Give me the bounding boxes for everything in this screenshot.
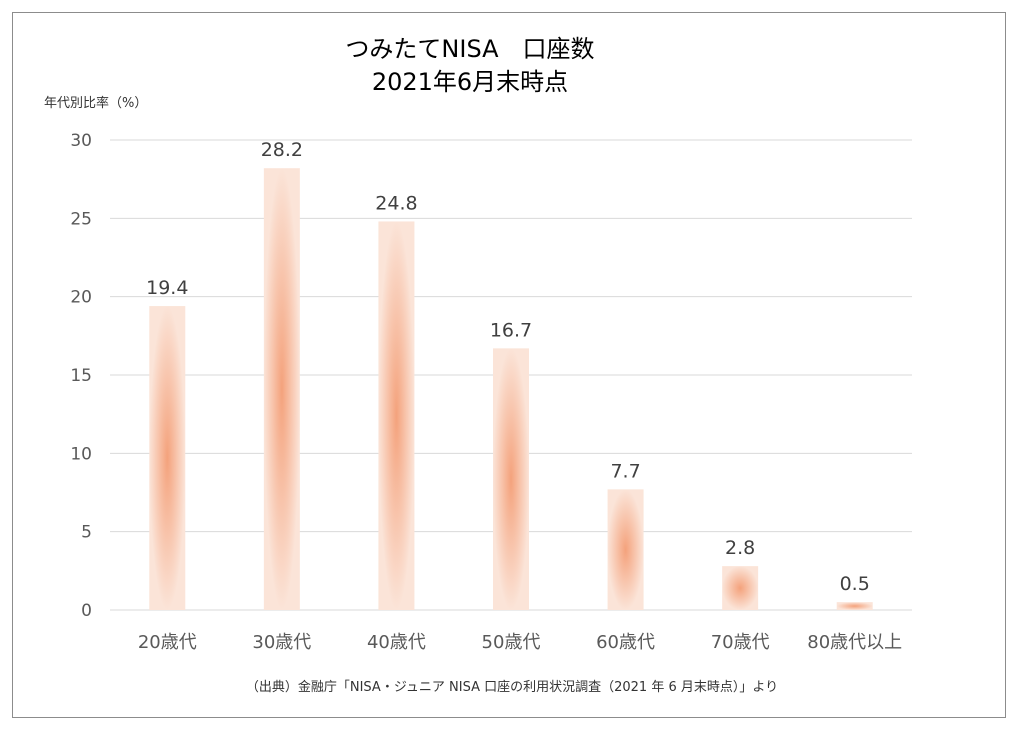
bar — [836, 602, 873, 610]
data-label: 2.8 — [725, 537, 755, 559]
y-axis-label: 年代別比率（%） — [44, 95, 147, 111]
data-label: 7.7 — [610, 460, 640, 482]
bar — [722, 566, 759, 610]
x-axis-categories: 20歳代 30歳代 40歳代 50歳代 60歳代 70歳代 80歳代以上 — [138, 632, 902, 653]
bar — [607, 489, 644, 610]
data-labels: 19.4 28.2 24.8 16.7 7.7 2.8 0.5 — [146, 139, 870, 595]
x-category-label: 30歳代 — [252, 632, 311, 653]
chart-title-line-1: つみたてNISA 口座数 — [345, 35, 594, 63]
y-tick-label: 10 — [70, 444, 92, 464]
source-note: （出典）金融庁「NISA・ジュニア NISA 口座の利用状況調査（2021 年 … — [246, 679, 778, 695]
data-label: 19.4 — [146, 277, 188, 299]
x-category-label: 20歳代 — [138, 632, 197, 653]
data-label: 0.5 — [840, 573, 870, 595]
gridlines — [110, 139, 912, 611]
y-tick-label: 0 — [81, 601, 92, 621]
y-tick-label: 25 — [70, 209, 92, 229]
y-tick-label: 30 — [70, 131, 92, 151]
data-label: 24.8 — [375, 192, 417, 214]
y-axis-ticks: 0 5 10 15 20 25 30 — [70, 131, 92, 621]
x-category-label: 80歳代以上 — [807, 632, 902, 653]
y-tick-label: 20 — [70, 288, 92, 308]
x-category-label: 50歳代 — [482, 632, 541, 653]
x-category-label: 60歳代 — [596, 632, 655, 653]
x-category-label: 40歳代 — [367, 632, 426, 653]
bars — [149, 168, 873, 610]
data-label: 28.2 — [261, 139, 303, 161]
y-tick-label: 5 — [81, 523, 92, 543]
y-tick-label: 15 — [70, 366, 92, 386]
bar — [149, 306, 186, 610]
bar — [378, 221, 415, 610]
data-label: 16.7 — [490, 319, 532, 341]
x-category-label: 70歳代 — [711, 632, 770, 653]
chart-title-line-2: 2021年6月末時点 — [372, 68, 568, 96]
bar — [493, 348, 529, 610]
bar — [263, 168, 300, 610]
